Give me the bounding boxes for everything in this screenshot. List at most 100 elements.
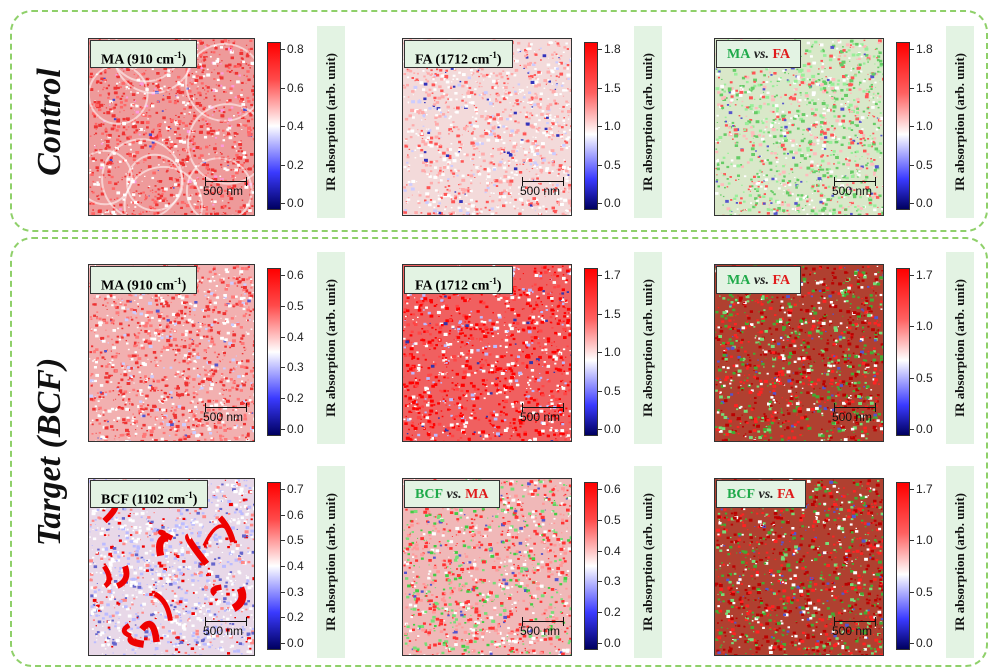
colorbar-tick: 1.7 bbox=[916, 482, 933, 496]
colorbar bbox=[584, 482, 598, 650]
panel-title-c3: MA vs. FA bbox=[716, 40, 801, 68]
unit-label-box: IR absorption (arb. unit) bbox=[634, 252, 662, 444]
unit-label-box: IR absorption (arb. unit) bbox=[634, 466, 662, 658]
scale-bar-label: 500 nm bbox=[832, 184, 872, 198]
unit-label: IR absorption (arb. unit) bbox=[323, 53, 339, 191]
target-label: Target (BCF) bbox=[31, 358, 69, 547]
panel-title-c2: FA (1712 cm-1) bbox=[404, 40, 513, 68]
colorbar bbox=[896, 268, 910, 436]
unit-label: IR absorption (arb. unit) bbox=[640, 279, 656, 417]
colorbar-tick: 1.7 bbox=[916, 268, 933, 282]
colorbar-tick: 0.2 bbox=[604, 605, 621, 619]
colorbar-tick: 0.5 bbox=[287, 299, 304, 313]
unit-label: IR absorption (arb. unit) bbox=[952, 279, 968, 417]
colorbar-tick: 0.4 bbox=[604, 544, 621, 558]
title-sup: -1 bbox=[489, 276, 497, 286]
colorbar-tick: 0.0 bbox=[604, 636, 621, 650]
title-text: FA (1712 cm bbox=[415, 53, 489, 68]
unit-label: IR absorption (arb. unit) bbox=[952, 53, 968, 191]
title-vs: vs. bbox=[443, 487, 465, 502]
scale-bar-label: 500 nm bbox=[203, 624, 243, 638]
title-species-b: FA bbox=[777, 487, 795, 502]
unit-label-box: IR absorption (arb. unit) bbox=[317, 26, 345, 218]
panel-title-t5: BCF vs. MA bbox=[404, 480, 500, 508]
title-vs: vs. bbox=[750, 273, 772, 288]
title-sup: -1 bbox=[185, 490, 193, 500]
colorbar bbox=[896, 482, 910, 650]
scale-bar-label: 500 nm bbox=[203, 184, 243, 198]
colorbar-tick: 0.0 bbox=[604, 422, 621, 436]
title-species-b: MA bbox=[465, 487, 488, 502]
unit-label-box: IR absorption (arb. unit) bbox=[946, 26, 974, 218]
title-sup: -1 bbox=[174, 276, 182, 286]
unit-label: IR absorption (arb. unit) bbox=[323, 493, 339, 631]
colorbar-tick: 0.0 bbox=[916, 422, 933, 436]
colorbar-tick: 1.0 bbox=[604, 119, 621, 133]
panel-title-t2: FA (1712 cm-1) bbox=[404, 266, 513, 294]
scale-bar-label: 500 nm bbox=[832, 624, 872, 638]
title-close: ) bbox=[497, 279, 502, 294]
colorbar-tick: 0.4 bbox=[287, 330, 304, 344]
title-species-a: BCF bbox=[415, 487, 443, 502]
title-text: FA (1712 cm bbox=[415, 279, 489, 294]
colorbar-tick: 0.0 bbox=[287, 636, 304, 650]
title-close: ) bbox=[182, 279, 187, 294]
colorbar-tick: 0.5 bbox=[916, 371, 933, 385]
colorbar bbox=[267, 42, 281, 210]
title-species-a: MA bbox=[727, 273, 750, 288]
title-vs: vs. bbox=[755, 487, 777, 502]
panel-title-c1: MA (910 cm-1) bbox=[90, 40, 197, 68]
colorbar bbox=[267, 268, 281, 436]
colorbar-tick: 0.5 bbox=[604, 158, 621, 172]
unit-label-box: IR absorption (arb. unit) bbox=[634, 26, 662, 218]
colorbar-tick: 0.0 bbox=[916, 196, 933, 210]
unit-label-box: IR absorption (arb. unit) bbox=[946, 466, 974, 658]
colorbar-tick: 0.3 bbox=[604, 574, 621, 588]
colorbar bbox=[896, 42, 910, 210]
colorbar-tick: 0.3 bbox=[287, 360, 304, 374]
colorbar-tick: 0.0 bbox=[916, 636, 933, 650]
unit-label: IR absorption (arb. unit) bbox=[640, 53, 656, 191]
scale-bar-label: 500 nm bbox=[203, 410, 243, 424]
colorbar-tick: 0.6 bbox=[287, 508, 304, 522]
panel-title-t6: BCF vs. FA bbox=[716, 480, 806, 508]
colorbar-tick: 1.0 bbox=[604, 345, 621, 359]
colorbar-tick: 0.5 bbox=[916, 158, 933, 172]
colorbar-tick: 0.5 bbox=[604, 513, 621, 527]
title-species-a: MA bbox=[727, 47, 750, 62]
colorbar-tick: 0.0 bbox=[287, 422, 304, 436]
unit-label: IR absorption (arb. unit) bbox=[640, 493, 656, 631]
colorbar-tick: 1.8 bbox=[916, 42, 933, 56]
colorbar-tick: 1.0 bbox=[916, 533, 933, 547]
title-species-a: BCF bbox=[727, 487, 755, 502]
colorbar-tick: 0.4 bbox=[287, 559, 304, 573]
title-vs: vs. bbox=[750, 47, 772, 62]
scale-bar-label: 500 nm bbox=[520, 410, 560, 424]
colorbar-tick: 0.5 bbox=[916, 585, 933, 599]
colorbar-tick: 0.5 bbox=[287, 533, 304, 547]
colorbar-tick: 0.8 bbox=[287, 42, 304, 56]
colorbar-tick: 1.5 bbox=[604, 81, 621, 95]
colorbar-tick: 1.0 bbox=[916, 319, 933, 333]
colorbar-tick: 1.0 bbox=[916, 119, 933, 133]
title-close: ) bbox=[182, 53, 187, 68]
colorbar-tick: 0.5 bbox=[604, 384, 621, 398]
colorbar-tick: 0.0 bbox=[604, 196, 621, 210]
title-close: ) bbox=[497, 53, 502, 68]
title-species-b: FA bbox=[773, 47, 791, 62]
title-text: MA (910 cm bbox=[101, 279, 174, 294]
colorbar-tick: 1.5 bbox=[604, 307, 621, 321]
colorbar-tick: 1.7 bbox=[604, 268, 621, 282]
colorbar-tick: 0.2 bbox=[287, 610, 304, 624]
title-sup: -1 bbox=[489, 50, 497, 60]
colorbar-tick: 0.2 bbox=[287, 158, 304, 172]
scale-bar-label: 500 nm bbox=[520, 624, 560, 638]
colorbar-tick: 0.6 bbox=[604, 482, 621, 496]
panel-title-t4: BCF (1102 cm-1) bbox=[90, 480, 208, 508]
title-text: MA (910 cm bbox=[101, 53, 174, 68]
colorbar bbox=[584, 268, 598, 436]
title-close: ) bbox=[193, 493, 198, 508]
colorbar-tick: 0.4 bbox=[287, 119, 304, 133]
unit-label-box: IR absorption (arb. unit) bbox=[317, 466, 345, 658]
title-text: BCF (1102 cm bbox=[101, 493, 185, 508]
